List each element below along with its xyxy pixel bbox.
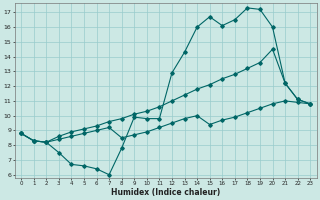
X-axis label: Humidex (Indice chaleur): Humidex (Indice chaleur) — [111, 188, 220, 197]
